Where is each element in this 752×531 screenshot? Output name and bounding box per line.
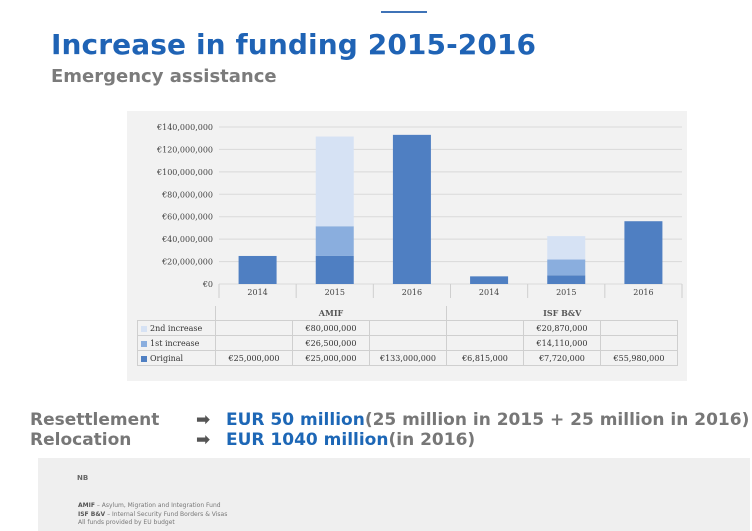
right-arrow-icon: ➡ [196, 430, 211, 450]
bar-2nd-increase [547, 236, 586, 260]
x-tick-label: 2014 [247, 288, 267, 297]
legend-swatch [141, 340, 147, 347]
y-tick-label: €0 [202, 280, 213, 289]
x-tick-label: 2016 [633, 288, 653, 297]
notes-label: NB [77, 474, 89, 482]
resettlement-row: Resettlement ➡ EUR 50 million (25 millio… [30, 410, 749, 430]
x-tick-label: 2015 [325, 288, 345, 297]
legend-cell: Original [137, 350, 216, 366]
top-mark [381, 4, 427, 13]
y-tick-label: €20,000,000 [161, 258, 213, 267]
bar-2nd-increase [315, 136, 354, 227]
relocation-amount: EUR 1040 million [226, 430, 389, 450]
table-cell: €14,110,000 [523, 335, 601, 351]
resettlement-label: Resettlement [30, 410, 160, 430]
group-label-isf: ISF B&V [446, 306, 678, 321]
group-label-amif: AMIF [215, 306, 447, 321]
relocation-row: Relocation ➡ EUR 1040 million (in 2016) [30, 430, 475, 450]
right-arrow-icon: ➡ [196, 410, 211, 430]
table-cell [215, 320, 293, 336]
y-tick-label: €120,000,000 [156, 145, 213, 154]
y-tick-label: €140,000,000 [156, 123, 213, 132]
table-row: Original €25,000,000 €25,000,000 €133,000,0… [137, 350, 678, 366]
legend-label: Original [150, 353, 184, 363]
note-isf: ISF B&V – Internal Security Fund Borders… [78, 511, 227, 518]
note-amif-text: – Asylum, Migration and Integration Fund [94, 502, 221, 509]
table-cell: €133,000,000 [369, 350, 447, 366]
table-cell: €20,870,000 [523, 320, 601, 336]
note-amif-abbr: AMIF [78, 502, 95, 509]
table-cell: €25,000,000 [215, 350, 293, 366]
table-cell: €7,720,000 [523, 350, 601, 366]
x-tick-label: 2016 [402, 288, 422, 297]
resettlement-detail: (25 million in 2015 + 25 million in 2016… [364, 410, 750, 430]
chart-data-table: AMIF ISF B&V 2nd increase €80,000,000 €20,… [137, 306, 678, 366]
y-tick-label: €100,000,000 [156, 168, 213, 177]
table-row: 2nd increase €80,000,000 €20,870,000 [137, 320, 678, 336]
relocation-detail: (in 2016) [388, 430, 476, 450]
relocation-label: Relocation [30, 430, 132, 450]
slide-title: Increase in funding 2015-2016 [51, 28, 537, 61]
table-cell [369, 320, 447, 336]
table-cell [600, 335, 678, 351]
table-cell: €26,500,000 [292, 335, 370, 351]
table-cell: €80,000,000 [292, 320, 370, 336]
x-tick-label: 2015 [556, 288, 576, 297]
legend-label: 2nd increase [150, 323, 203, 333]
note-isf-text: – Internal Security Fund Borders & Visas [105, 511, 228, 518]
y-tick-label: €60,000,000 [161, 213, 213, 222]
bar-original [315, 255, 354, 284]
x-tick-label: 2014 [479, 288, 499, 297]
table-cell: €55,980,000 [600, 350, 678, 366]
note-isf-abbr: ISF B&V [78, 511, 106, 518]
table-row: 1st increase €26,500,000 €14,110,000 [137, 335, 678, 351]
bar-1st-increase [315, 226, 354, 256]
chart-svg: €0 €20,000,000 €40,000,000 €60,000,000 €80,0… [156, 123, 683, 298]
slide-subtitle: Emergency assistance [51, 66, 277, 87]
table-cell [369, 335, 447, 351]
legend-swatch [141, 355, 147, 362]
table-cell: €6,815,000 [446, 350, 524, 366]
legend-label: 1st increase [150, 338, 200, 348]
y-tick-label: €40,000,000 [161, 235, 213, 244]
note-amif: AMIF – Asylum, Migration and Integration… [78, 502, 221, 509]
legend-cell: 1st increase [137, 335, 216, 351]
bar-original [624, 221, 663, 284]
legend-swatch [141, 325, 147, 332]
note-footer: All funds provided by EU budget [78, 519, 175, 526]
table-cell [215, 335, 293, 351]
bar-original [238, 255, 277, 284]
table-cell [600, 320, 678, 336]
table-cell: €25,000,000 [292, 350, 370, 366]
bar-original [547, 275, 586, 284]
bar-original [392, 134, 431, 284]
legend-cell: 2nd increase [137, 320, 216, 336]
bar-1st-increase [547, 259, 586, 276]
bar-original [470, 276, 509, 284]
table-cell [446, 335, 524, 351]
table-group-row: AMIF ISF B&V [138, 306, 678, 321]
y-tick-label: €80,000,000 [161, 190, 213, 199]
resettlement-amount: EUR 50 million [226, 410, 365, 430]
table-cell [446, 320, 524, 336]
notes-box: NB AMIF – Asylum, Migration and Integrat… [38, 458, 750, 531]
